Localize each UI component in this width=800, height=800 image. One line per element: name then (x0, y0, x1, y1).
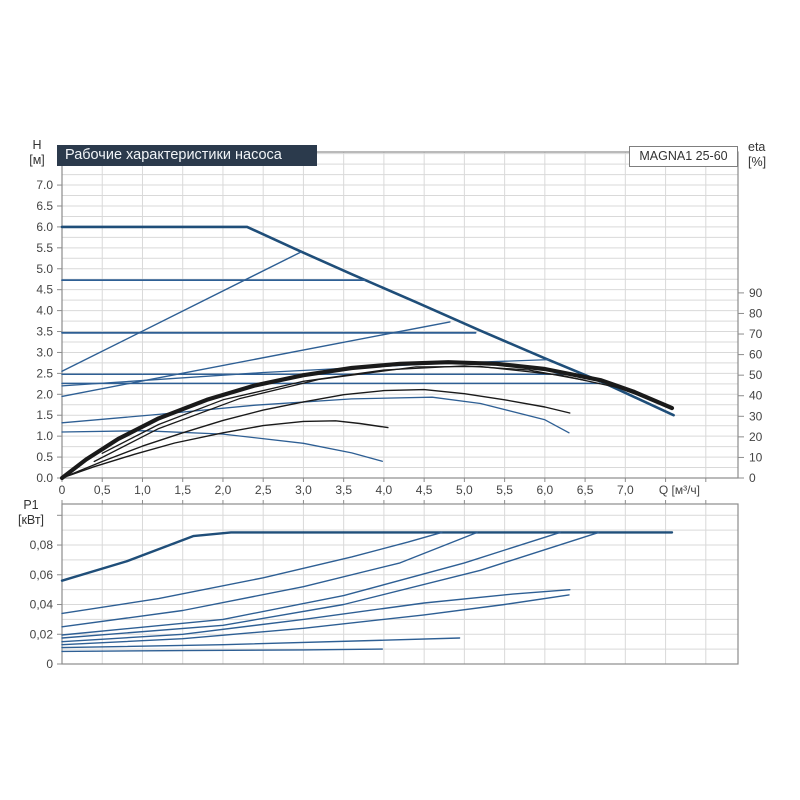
x-tick-label: 0 (59, 483, 66, 497)
x-tick-label: 1,0 (134, 483, 151, 497)
y-tick-label: 0,08 (30, 538, 54, 552)
eta-axis-label-unit: [%] (748, 155, 767, 169)
power-axis-label-unit: [кВт] (17, 513, 45, 527)
x-tick-label: 6,0 (537, 483, 554, 497)
y-tick-label: 3.5 (36, 325, 53, 339)
y-tick-label: 4.5 (36, 283, 53, 297)
p1-const-pressure-4-7-curve (61, 531, 443, 615)
p1-max-curve (60, 531, 674, 582)
eta-axis-label-symbol: eta (748, 140, 766, 154)
y-tick-label: 0.0 (36, 471, 53, 485)
chart-title-text: Рабочие характеристики насоса (65, 147, 282, 163)
x-tick-label: 5,0 (456, 483, 473, 497)
x-tick-label: 7,0 (617, 483, 634, 497)
model-badge-text: MAGNA1 25-60 (639, 149, 728, 163)
x-tick-label: 5,5 (496, 483, 513, 497)
y-tick-label: 2.5 (36, 366, 53, 380)
model-badge: MAGNA1 25-60 (629, 146, 738, 167)
y-tick-label: 2.0 (36, 387, 53, 401)
y-tick-label: 6.5 (36, 199, 53, 213)
eta-tick-label: 70 (749, 327, 763, 341)
y-tick-label: 0,04 (30, 598, 54, 612)
y-tick-label: 4.0 (36, 304, 53, 318)
eta-tick-label: 90 (749, 286, 763, 300)
p1-const-pressure-3-5-curve (61, 531, 478, 628)
y-tick-label: 0 (46, 657, 53, 671)
x-tick-label: 3,5 (335, 483, 352, 497)
eta-min-curve (61, 420, 389, 479)
y-tick-label: 5.5 (36, 241, 53, 255)
y-tick-label: 3.0 (36, 345, 53, 359)
eta-tick-label: 10 (749, 450, 763, 464)
eta-tick-label: 60 (749, 348, 763, 362)
y-tick-label: 0,06 (30, 568, 54, 582)
power_chart-frame (61, 503, 739, 665)
eta-tick-label: 80 (749, 306, 763, 320)
eta-tick-label: 0 (749, 471, 756, 485)
p1-prop-pressure-low-curve (61, 594, 570, 646)
p1-min-curve (61, 648, 383, 653)
eta-max-band-curve (59, 360, 675, 481)
eta-max-band-strand-2-curve (93, 365, 667, 463)
chart-title-bar: Рабочие характеристики насоса (57, 145, 317, 166)
x-tick-label: 1,5 (174, 483, 191, 497)
eta-axis-label: eta [%] (748, 140, 782, 170)
y-tick-label: 0,02 (30, 627, 54, 641)
head-axis-label: H [м] (22, 138, 52, 168)
head-axis-label-unit: [м] (29, 153, 45, 167)
y-tick-label: 6.0 (36, 220, 53, 234)
head-axis-label-symbol: H (32, 138, 42, 152)
head_chart-frame (61, 151, 739, 479)
p1-const-pressure-2-25-curve (61, 531, 600, 639)
q-axis-unit-label: Q [м³/ч] (659, 483, 700, 497)
y-tick-label: 1.5 (36, 408, 53, 422)
x-tick-label: 3,0 (295, 483, 312, 497)
p1-speed-ii-curve (61, 589, 571, 643)
min-curve-curve (61, 430, 383, 462)
x-tick-label: 4,5 (416, 483, 433, 497)
eta-speed-ii-curve (61, 388, 571, 479)
y-tick-label: 5.0 (36, 262, 53, 276)
eta-tick-label: 50 (749, 368, 763, 382)
prop-pressure-rise-high-curve (61, 251, 302, 372)
max-curve-curve (60, 225, 675, 417)
power-axis-label: P1 [кВт] (10, 498, 52, 528)
x-tick-label: 4,0 (376, 483, 393, 497)
x-tick-label: 0,5 (94, 483, 111, 497)
x-tick-label: 6,5 (577, 483, 594, 497)
x-tick-label: 2,5 (255, 483, 272, 497)
eta-tick-label: 30 (749, 409, 763, 423)
p1-const-pressure-2-5-curve (61, 531, 561, 636)
x-tick-label: 2,0 (215, 483, 232, 497)
y-tick-label: 1.0 (36, 429, 53, 443)
eta-tick-label: 40 (749, 389, 763, 403)
y-tick-label: 7.0 (36, 178, 53, 192)
eta-tick-label: 20 (749, 430, 763, 444)
y-tick-label: 0.5 (36, 450, 53, 464)
p1-low-curve (61, 637, 461, 649)
power-axis-label-symbol: P1 (23, 498, 39, 512)
